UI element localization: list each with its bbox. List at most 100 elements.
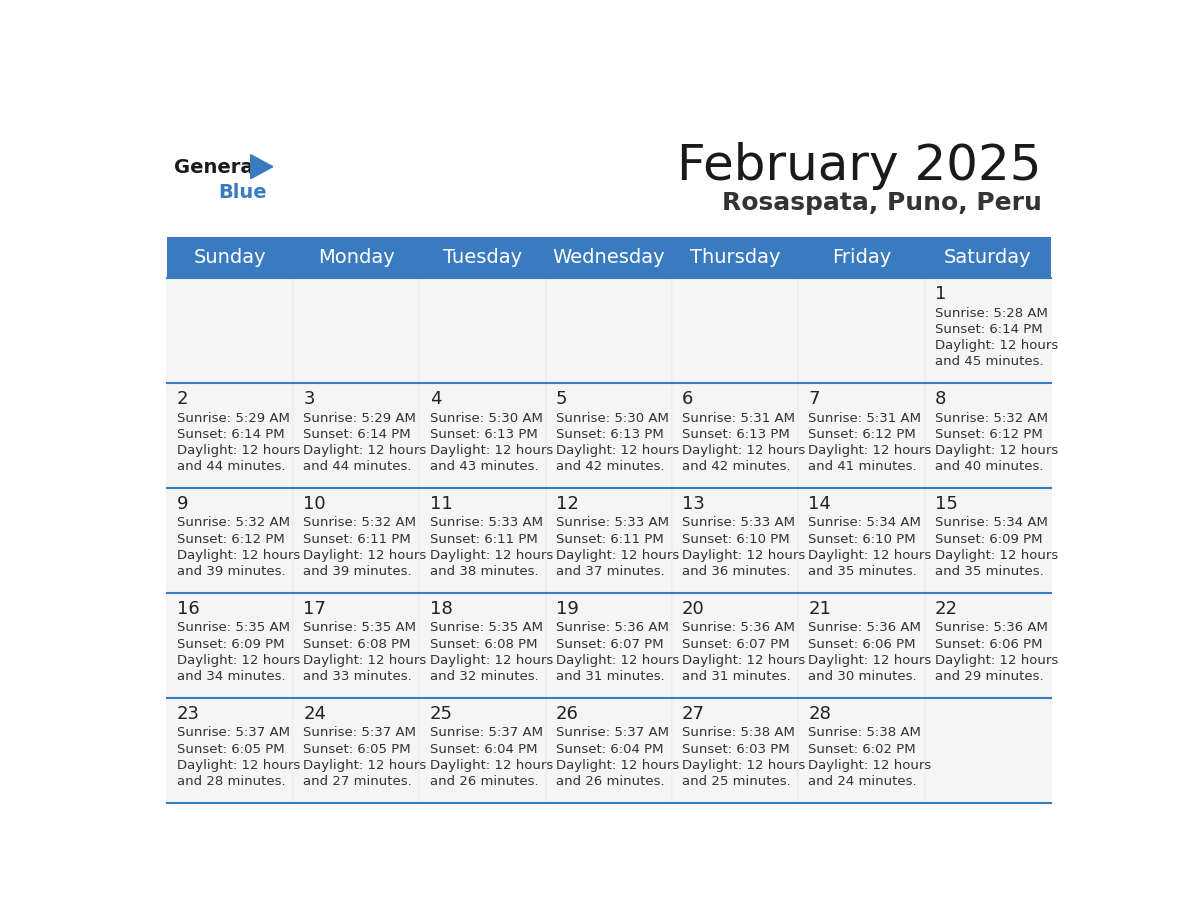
Text: 21: 21 bbox=[808, 600, 832, 618]
Text: Daylight: 12 hours: Daylight: 12 hours bbox=[682, 444, 805, 457]
FancyBboxPatch shape bbox=[924, 593, 1051, 698]
Text: Sunrise: 5:36 AM: Sunrise: 5:36 AM bbox=[935, 621, 1048, 634]
Text: Sunrise: 5:38 AM: Sunrise: 5:38 AM bbox=[682, 726, 795, 739]
Text: Daylight: 12 hours: Daylight: 12 hours bbox=[556, 759, 680, 772]
Text: Sunrise: 5:37 AM: Sunrise: 5:37 AM bbox=[177, 726, 290, 739]
Text: 10: 10 bbox=[303, 495, 326, 513]
FancyBboxPatch shape bbox=[545, 698, 672, 803]
FancyBboxPatch shape bbox=[672, 278, 798, 384]
FancyBboxPatch shape bbox=[672, 698, 798, 803]
Text: and 39 minutes.: and 39 minutes. bbox=[303, 565, 412, 578]
Text: and 35 minutes.: and 35 minutes. bbox=[935, 565, 1043, 578]
Text: and 43 minutes.: and 43 minutes. bbox=[430, 460, 538, 474]
FancyBboxPatch shape bbox=[924, 278, 1051, 384]
FancyBboxPatch shape bbox=[545, 278, 672, 384]
FancyBboxPatch shape bbox=[672, 488, 798, 593]
Text: Sunset: 6:11 PM: Sunset: 6:11 PM bbox=[430, 532, 537, 545]
Text: Sunset: 6:14 PM: Sunset: 6:14 PM bbox=[935, 323, 1042, 336]
Text: 17: 17 bbox=[303, 600, 327, 618]
Text: Sunset: 6:08 PM: Sunset: 6:08 PM bbox=[430, 638, 537, 651]
Text: and 41 minutes.: and 41 minutes. bbox=[808, 460, 917, 474]
Text: 7: 7 bbox=[808, 390, 820, 409]
FancyBboxPatch shape bbox=[545, 593, 672, 698]
FancyBboxPatch shape bbox=[545, 384, 672, 488]
Text: and 31 minutes.: and 31 minutes. bbox=[556, 670, 664, 683]
Text: and 31 minutes.: and 31 minutes. bbox=[682, 670, 791, 683]
Text: February 2025: February 2025 bbox=[677, 142, 1042, 190]
Text: Daylight: 12 hours: Daylight: 12 hours bbox=[808, 444, 931, 457]
FancyBboxPatch shape bbox=[545, 488, 672, 593]
Text: Sunrise: 5:29 AM: Sunrise: 5:29 AM bbox=[303, 411, 416, 424]
Text: Daylight: 12 hours: Daylight: 12 hours bbox=[430, 759, 552, 772]
Text: Sunset: 6:03 PM: Sunset: 6:03 PM bbox=[682, 743, 790, 756]
Text: Daylight: 12 hours: Daylight: 12 hours bbox=[935, 654, 1057, 666]
FancyBboxPatch shape bbox=[798, 698, 924, 803]
Text: Sunrise: 5:33 AM: Sunrise: 5:33 AM bbox=[430, 517, 543, 530]
Text: Sunset: 6:12 PM: Sunset: 6:12 PM bbox=[935, 428, 1042, 441]
FancyBboxPatch shape bbox=[672, 384, 798, 488]
Text: Daylight: 12 hours: Daylight: 12 hours bbox=[935, 549, 1057, 562]
Text: Daylight: 12 hours: Daylight: 12 hours bbox=[935, 339, 1057, 353]
Text: Daylight: 12 hours: Daylight: 12 hours bbox=[430, 654, 552, 666]
Text: Sunset: 6:13 PM: Sunset: 6:13 PM bbox=[682, 428, 790, 441]
FancyBboxPatch shape bbox=[798, 593, 924, 698]
FancyBboxPatch shape bbox=[293, 384, 419, 488]
Text: Sunrise: 5:37 AM: Sunrise: 5:37 AM bbox=[430, 726, 543, 739]
Text: 8: 8 bbox=[935, 390, 946, 409]
Text: and 26 minutes.: and 26 minutes. bbox=[430, 775, 538, 788]
Text: and 30 minutes.: and 30 minutes. bbox=[808, 670, 917, 683]
Text: Sunrise: 5:35 AM: Sunrise: 5:35 AM bbox=[177, 621, 290, 634]
Text: General: General bbox=[175, 158, 260, 177]
Text: and 40 minutes.: and 40 minutes. bbox=[935, 460, 1043, 474]
Text: and 25 minutes.: and 25 minutes. bbox=[682, 775, 791, 788]
FancyBboxPatch shape bbox=[798, 384, 924, 488]
Text: 6: 6 bbox=[682, 390, 694, 409]
Text: and 24 minutes.: and 24 minutes. bbox=[808, 775, 917, 788]
Text: Sunset: 6:10 PM: Sunset: 6:10 PM bbox=[808, 532, 916, 545]
Text: 16: 16 bbox=[177, 600, 200, 618]
Text: Daylight: 12 hours: Daylight: 12 hours bbox=[177, 759, 301, 772]
Text: 1: 1 bbox=[935, 285, 946, 304]
Text: Sunrise: 5:34 AM: Sunrise: 5:34 AM bbox=[808, 517, 921, 530]
Text: 11: 11 bbox=[430, 495, 453, 513]
Text: Sunset: 6:04 PM: Sunset: 6:04 PM bbox=[430, 743, 537, 756]
Text: Sunrise: 5:31 AM: Sunrise: 5:31 AM bbox=[808, 411, 922, 424]
FancyBboxPatch shape bbox=[166, 593, 293, 698]
Text: Sunrise: 5:33 AM: Sunrise: 5:33 AM bbox=[682, 517, 795, 530]
Text: and 35 minutes.: and 35 minutes. bbox=[808, 565, 917, 578]
Text: Sunset: 6:06 PM: Sunset: 6:06 PM bbox=[808, 638, 916, 651]
Text: Sunrise: 5:35 AM: Sunrise: 5:35 AM bbox=[303, 621, 416, 634]
Text: Daylight: 12 hours: Daylight: 12 hours bbox=[430, 549, 552, 562]
FancyBboxPatch shape bbox=[419, 384, 545, 488]
FancyBboxPatch shape bbox=[293, 278, 419, 384]
Text: Sunrise: 5:32 AM: Sunrise: 5:32 AM bbox=[303, 517, 416, 530]
Text: Rosaspata, Puno, Peru: Rosaspata, Puno, Peru bbox=[721, 192, 1042, 216]
Text: Sunset: 6:05 PM: Sunset: 6:05 PM bbox=[303, 743, 411, 756]
Text: and 37 minutes.: and 37 minutes. bbox=[556, 565, 664, 578]
Text: Sunset: 6:09 PM: Sunset: 6:09 PM bbox=[935, 532, 1042, 545]
Text: Sunset: 6:10 PM: Sunset: 6:10 PM bbox=[682, 532, 790, 545]
Text: 2: 2 bbox=[177, 390, 189, 409]
Text: Daylight: 12 hours: Daylight: 12 hours bbox=[303, 759, 426, 772]
Text: Daylight: 12 hours: Daylight: 12 hours bbox=[303, 654, 426, 666]
Text: and 33 minutes.: and 33 minutes. bbox=[303, 670, 412, 683]
FancyBboxPatch shape bbox=[293, 488, 419, 593]
Text: and 29 minutes.: and 29 minutes. bbox=[935, 670, 1043, 683]
Text: Sunset: 6:11 PM: Sunset: 6:11 PM bbox=[303, 532, 411, 545]
FancyBboxPatch shape bbox=[166, 278, 293, 384]
Text: Daylight: 12 hours: Daylight: 12 hours bbox=[177, 444, 301, 457]
Text: and 27 minutes.: and 27 minutes. bbox=[303, 775, 412, 788]
Text: Sunrise: 5:37 AM: Sunrise: 5:37 AM bbox=[303, 726, 416, 739]
Text: Daylight: 12 hours: Daylight: 12 hours bbox=[808, 654, 931, 666]
FancyBboxPatch shape bbox=[166, 384, 293, 488]
Text: Sunset: 6:08 PM: Sunset: 6:08 PM bbox=[303, 638, 411, 651]
Text: Sunrise: 5:29 AM: Sunrise: 5:29 AM bbox=[177, 411, 290, 424]
Text: 23: 23 bbox=[177, 705, 200, 723]
Text: and 36 minutes.: and 36 minutes. bbox=[682, 565, 791, 578]
FancyBboxPatch shape bbox=[798, 278, 924, 384]
Text: 24: 24 bbox=[303, 705, 327, 723]
FancyBboxPatch shape bbox=[672, 593, 798, 698]
Text: Daylight: 12 hours: Daylight: 12 hours bbox=[556, 654, 680, 666]
Text: Wednesday: Wednesday bbox=[552, 249, 665, 267]
Text: Sunday: Sunday bbox=[194, 249, 266, 267]
